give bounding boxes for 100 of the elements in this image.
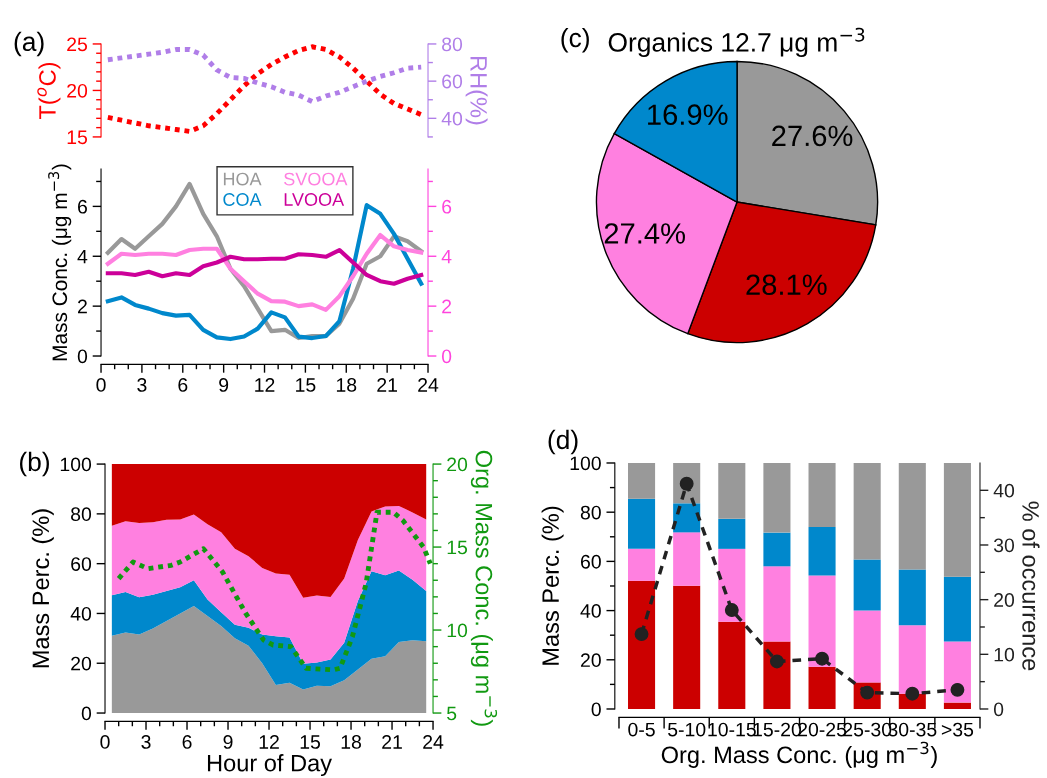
x-tick-label: 3 [137,378,147,392]
line-series [105,247,424,286]
bar [628,498,656,549]
bar [628,462,656,499]
y2-tick-label: 0 [441,349,452,364]
point [634,627,649,642]
bar [943,462,971,577]
bar [898,569,926,626]
data-label: 16.9% [648,104,728,126]
bar [718,462,746,519]
x-tick-label: 21 [377,378,398,392]
text: (b) [20,451,49,477]
y2-tick-label: 20 [447,457,468,472]
x-tick-label: 0-5 [628,722,655,737]
y2-tick-label: 6 [442,199,452,214]
x-tick-label: 24 [423,735,444,749]
bar [763,462,791,533]
x-tick-label: 24 [418,378,439,392]
text: (d) [548,429,578,455]
y2-tick-label: 30 [993,538,1015,553]
bar [853,559,881,611]
point [769,654,784,669]
bar [853,610,881,683]
y-tick-label: 15 [67,130,88,145]
text: (a) [14,31,44,57]
y2-tick-label: 15 [447,540,468,555]
y2-tick-label: 40 [441,111,463,126]
y2-axis-title: % of occurrence [1022,501,1040,671]
y-tick-label: 4 [77,249,88,264]
bar [673,532,701,586]
text: COA [223,193,262,206]
x-tick-label: 6 [178,378,188,392]
bar [763,566,791,642]
line-series [105,44,424,134]
line-series [105,47,424,105]
x-tick-label: 21 [382,735,402,749]
bar [898,625,926,694]
y-axis-title: Mass Perc. (%) [541,506,564,665]
y-tick-label: 20 [67,83,88,98]
point [950,682,965,697]
x-axis-title: Org. Mass Conc. (μg m$^{−3}$) [661,741,937,768]
y2-tick-label: 0 [993,702,1004,717]
y-tick-label: 20 [71,656,92,671]
data-label: 28.1% [746,274,827,296]
bar [763,641,791,709]
point [724,603,739,617]
y2-tick-label: 40 [993,483,1015,498]
line-series [105,232,424,312]
x-tick-label: 18 [336,378,357,392]
x-tick-label: >35 [941,722,974,737]
y-tick-label: 40 [70,606,92,621]
y2-tick-label: 20 [994,593,1015,607]
y2-tick-label: 2 [442,299,452,314]
bar [628,548,656,581]
bar [898,462,926,570]
y-tick-label: 25 [67,37,88,52]
data-label: 27.4% [604,223,685,244]
bar [808,666,836,709]
x-tick-label: 15 [296,378,316,392]
x-tick-label: 12 [255,378,275,392]
y-tick-label: 0 [591,702,601,717]
y2-axis-title: RH(%) [465,56,488,125]
bar [628,580,656,709]
y2-tick-label: 10 [994,647,1015,662]
bar [718,621,746,709]
y-tick-label: 100 [60,457,92,472]
bar [808,462,836,527]
y-tick-label: 80 [71,507,92,522]
x-tick-label: 3 [141,735,151,749]
y2-tick-label: 80 [442,37,463,52]
x-tick-label: 15 [300,735,321,749]
text: SVOOA [284,172,348,186]
y-tick-label: 80 [580,505,601,520]
text: LVOOA [284,193,345,206]
y-tick-label: 0 [81,706,92,721]
x-tick-label: 9 [219,378,229,392]
y-tick-label: 2 [78,299,87,314]
bar [718,518,746,549]
y2-tick-label: 10 [447,623,468,638]
y2-tick-label: 4 [441,249,452,264]
x-tick-label: 12 [259,735,279,749]
y2-axis-title: Org. Mass Conc. (μg m$^{−3}$) [470,450,498,726]
y-axis-title: Mass Conc. (μg m$^{−3}$) [48,164,72,361]
y-axis-title: Mass Perc. (%) [31,509,54,668]
y-tick-label: 0 [77,349,88,364]
text: (c) [561,27,589,53]
x-tick-label: 18 [341,735,361,749]
bar [763,532,791,567]
x-tick-label: 5-10 [668,722,706,737]
y-tick-label: 40 [580,604,601,618]
y-tick-label: 100 [570,456,601,471]
x-tick-label: 6 [182,735,192,749]
bar [943,576,971,642]
bar [853,462,881,560]
series-label: HOA [223,172,262,186]
x-tick-label: 0 [96,378,106,392]
point [815,651,829,666]
y-axis-title: T($^{o}$C) [37,62,61,120]
y-tick-label: 60 [580,554,601,569]
bar [808,526,836,576]
